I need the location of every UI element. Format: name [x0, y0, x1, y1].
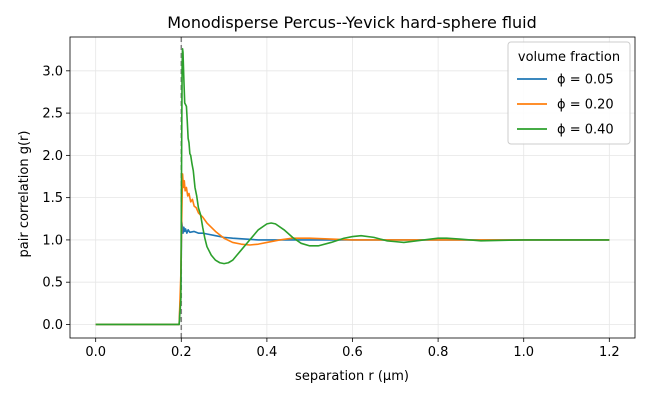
series-line-1 [95, 173, 610, 326]
y-tick-label: 1.0 [42, 233, 63, 248]
legend-label: ϕ = 0.05 [557, 73, 614, 88]
x-tick-label: 0.4 [257, 345, 278, 360]
legend-label: ϕ = 0.40 [557, 123, 614, 138]
legend: volume fraction ϕ = 0.05 ϕ = 0.20 ϕ = 0.40 [507, 41, 631, 145]
y-tick-label: 0.5 [42, 276, 63, 291]
x-tick-label: 0.0 [85, 345, 106, 360]
y-axis-title: pair correlation g(r) [17, 131, 32, 258]
series-layer [95, 48, 610, 326]
y-tick-label: 2.5 [42, 107, 63, 122]
y-tick-label: 0.0 [42, 318, 63, 333]
x-axis-title: separation r (μm) [295, 369, 409, 384]
legend-title: volume fraction [518, 50, 620, 65]
y-axis: 0.0 0.5 1.0 1.5 2.0 2.5 3.0 [42, 64, 70, 333]
legend-entries: ϕ = 0.05 ϕ = 0.20 ϕ = 0.40 [517, 73, 614, 138]
legend-label: ϕ = 0.20 [557, 98, 614, 113]
y-tick-label: 1.5 [42, 191, 63, 206]
y-tick-label: 3.0 [42, 64, 63, 79]
x-tick-label: 0.8 [428, 345, 449, 360]
y-tick-label: 2.0 [42, 149, 63, 164]
legend-box [507, 41, 631, 145]
series-line-2 [95, 48, 610, 326]
chart-title: Monodisperse Percus--Yevick hard-sphere … [167, 13, 537, 32]
x-tick-label: 1.2 [599, 345, 620, 360]
x-tick-label: 0.2 [171, 345, 192, 360]
x-tick-label: 1.0 [513, 345, 534, 360]
x-axis: 0.0 0.2 0.4 0.6 0.8 1.0 1.2 [85, 338, 620, 360]
x-tick-label: 0.6 [342, 345, 363, 360]
